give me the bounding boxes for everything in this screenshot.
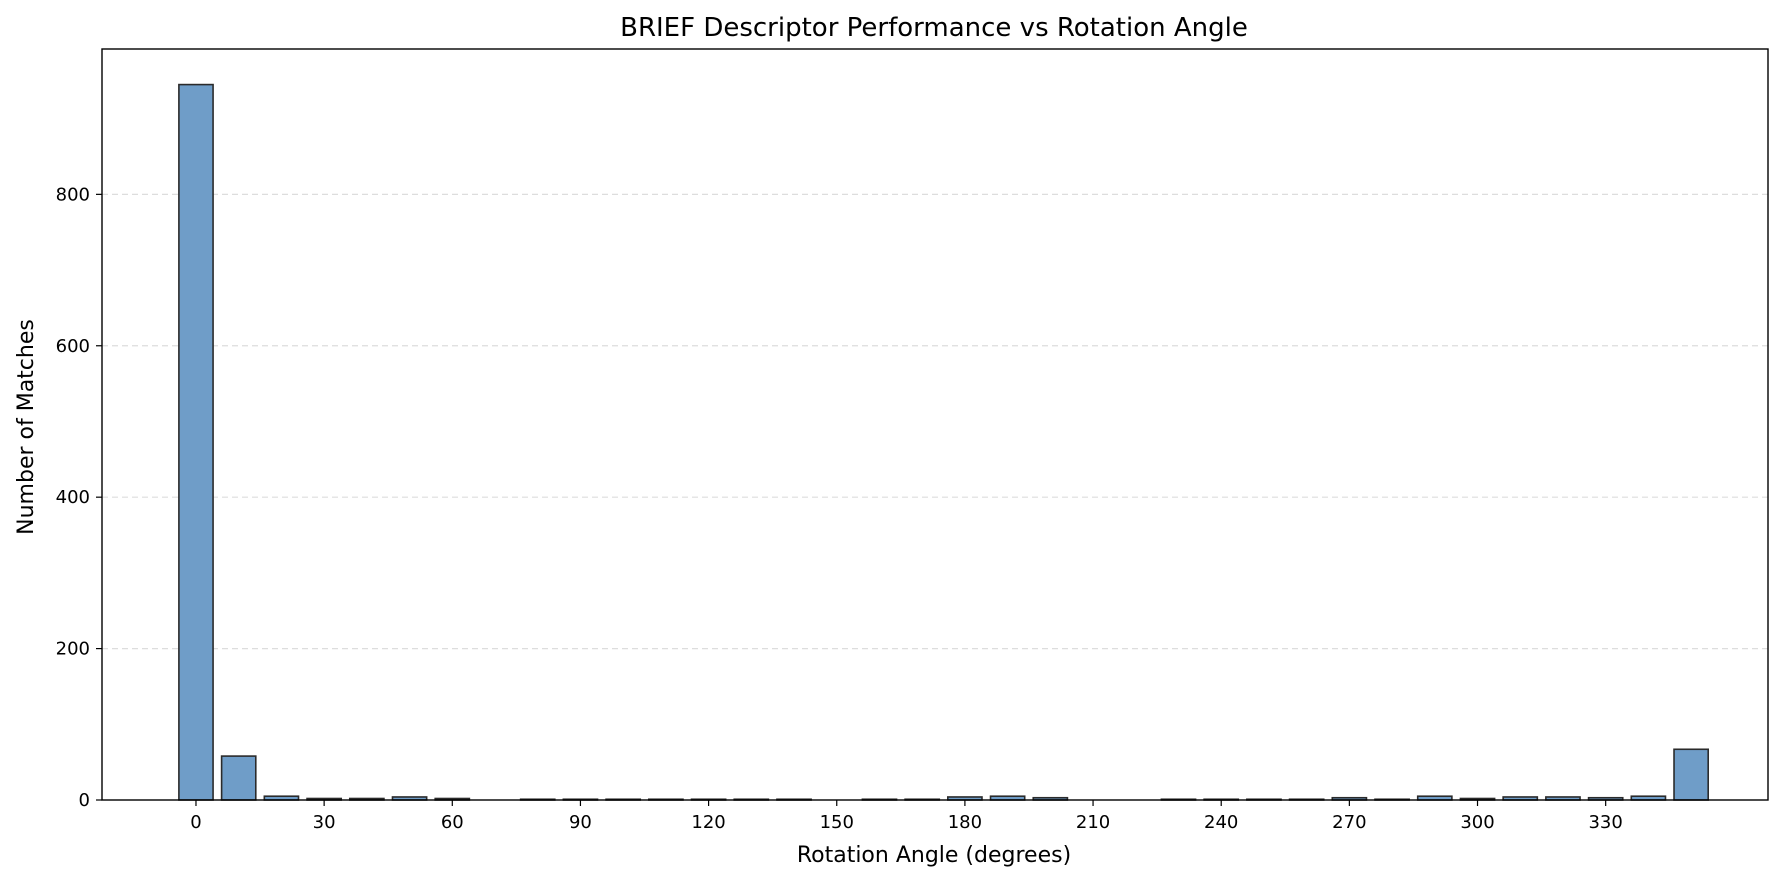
bars: [178, 83, 1709, 801]
bar: [220, 755, 257, 801]
x-tick-label: 240: [1204, 812, 1238, 833]
gridlines: [102, 193, 1768, 650]
plot-frame: [101, 48, 1769, 801]
y-tick-label: 600: [56, 336, 90, 357]
x-tick-label: 0: [190, 812, 201, 833]
x-tick-label: 120: [691, 812, 725, 833]
y-tick-label: 800: [56, 184, 90, 205]
x-tick-label: 180: [948, 812, 982, 833]
x-tick-label: 60: [441, 812, 464, 833]
bar: [178, 83, 214, 801]
x-tick-label: 90: [569, 812, 592, 833]
x-axis-label: Rotation Angle (degrees): [797, 843, 1071, 868]
x-tick-label: 270: [1332, 812, 1366, 833]
y-tick-label: 200: [56, 639, 90, 660]
bar: [1673, 748, 1709, 801]
axes: 0 30 60 90 120 150 180 210 240 270 300 330 0 200 400 60…: [56, 48, 1769, 833]
x-tick-label: 30: [313, 812, 336, 833]
chart-title: BRIEF Descriptor Performance vs Rotation…: [620, 13, 1248, 43]
y-tick-label: 0: [79, 790, 90, 811]
x-tick-label: 210: [1076, 812, 1110, 833]
y-axis-label: Number of Matches: [14, 319, 39, 535]
x-tick-label: 300: [1460, 812, 1494, 833]
x-tick-label: 150: [820, 812, 854, 833]
y-tick-label: 400: [56, 487, 90, 508]
x-tick-label: 330: [1588, 812, 1622, 833]
